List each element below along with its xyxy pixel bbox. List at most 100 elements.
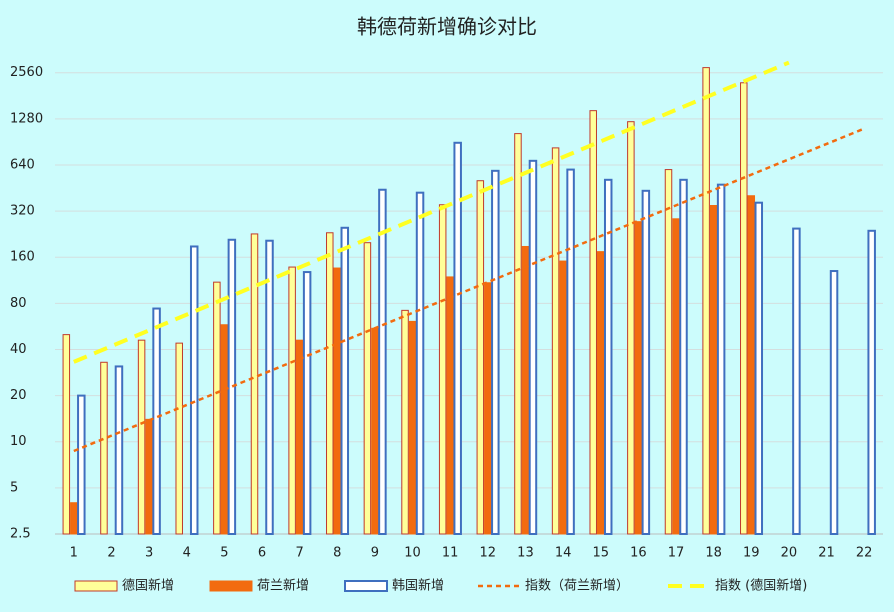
bar — [145, 418, 153, 535]
bar — [265, 239, 274, 535]
bar — [333, 267, 342, 535]
x-tick-label: 21 — [818, 546, 835, 561]
x-tick-label: 22 — [856, 546, 873, 561]
chart-title: 韩德荷新增确诊对比 — [357, 15, 537, 39]
x-tick-label: 9 — [371, 546, 379, 561]
bar — [829, 270, 839, 535]
x-tick-label: 1 — [70, 546, 78, 561]
x-tick-label: 7 — [295, 546, 303, 561]
bar — [415, 191, 425, 535]
bar — [114, 365, 124, 535]
bar — [559, 260, 567, 535]
x-tick-label: 18 — [705, 546, 722, 561]
bar — [302, 271, 312, 535]
x-tick-label: 8 — [333, 546, 341, 561]
bar — [62, 334, 71, 535]
bar — [152, 307, 161, 535]
legend-label: 指数 (德国新增) — [715, 578, 807, 594]
bar — [408, 320, 417, 535]
bar — [227, 238, 237, 535]
bar — [747, 195, 756, 535]
legend-swatch — [344, 580, 388, 592]
bar — [566, 168, 575, 535]
x-tick-label: 6 — [258, 546, 266, 561]
bar — [378, 188, 387, 535]
x-tick-label: 19 — [743, 546, 760, 561]
y-tick-label: 40 — [10, 342, 27, 357]
bar — [213, 281, 221, 535]
bar — [295, 339, 304, 535]
x-tick-label: 12 — [480, 546, 497, 561]
bar — [220, 324, 229, 535]
bar — [70, 502, 78, 535]
bar — [453, 141, 462, 536]
legend-label: 德国新增 — [122, 578, 174, 594]
bar — [792, 227, 801, 536]
y-tick-label: 160 — [10, 250, 35, 265]
bar — [446, 276, 454, 535]
bar — [596, 251, 605, 535]
x-tick-label: 10 — [404, 546, 421, 561]
x-tick-label: 13 — [517, 546, 534, 561]
bar — [716, 183, 726, 535]
bar — [551, 147, 560, 535]
x-tick-label: 16 — [630, 546, 647, 561]
y-tick-label: 2.5 — [10, 527, 31, 542]
bar — [589, 110, 597, 535]
bar — [100, 361, 108, 535]
bar — [250, 233, 259, 535]
x-tick-label: 11 — [442, 546, 459, 561]
y-tick-label: 2560 — [10, 65, 43, 80]
y-tick-label: 10 — [10, 434, 27, 449]
x-tick-label: 17 — [668, 546, 685, 561]
bar — [137, 339, 146, 535]
x-tick-label: 20 — [781, 546, 798, 561]
bar — [491, 169, 500, 535]
bar — [679, 178, 688, 536]
bar — [521, 245, 530, 535]
bar — [476, 180, 485, 535]
bar — [189, 245, 199, 535]
y-tick-label: 320 — [10, 204, 35, 219]
bar — [288, 266, 296, 535]
bar — [702, 67, 710, 535]
y-tick-label: 20 — [10, 388, 27, 403]
bar — [709, 205, 718, 535]
bar — [340, 226, 350, 535]
bar — [326, 232, 334, 535]
y-tick-label: 80 — [10, 296, 27, 311]
bar — [514, 133, 522, 535]
legend-swatch — [209, 580, 253, 592]
bar — [627, 121, 635, 535]
bar — [664, 169, 673, 535]
x-tick-label: 5 — [220, 546, 228, 561]
bar — [754, 201, 764, 535]
legend-label: 荷兰新增 — [257, 578, 309, 594]
trend-line — [73, 127, 865, 453]
bar — [634, 221, 643, 535]
x-tick-label: 14 — [555, 546, 572, 561]
legend-swatch — [74, 580, 118, 592]
x-tick-label: 4 — [183, 546, 191, 561]
bar — [641, 189, 651, 535]
bar — [740, 82, 748, 535]
bar — [77, 394, 86, 535]
trend-line — [73, 60, 790, 364]
y-tick-label: 5 — [10, 480, 18, 495]
legend-label: 指数（荷兰新增） — [525, 578, 629, 594]
bar — [175, 342, 183, 535]
bar — [371, 327, 379, 535]
legend-label: 韩国新增 — [392, 578, 444, 594]
bar — [867, 229, 876, 535]
bar — [603, 178, 613, 536]
bar — [363, 242, 372, 535]
y-tick-label: 1280 — [10, 111, 43, 126]
x-tick-label: 3 — [145, 546, 153, 561]
bar — [528, 159, 538, 535]
bar — [672, 218, 680, 535]
bar — [401, 309, 409, 535]
bar — [484, 282, 492, 535]
bar — [438, 204, 447, 535]
x-tick-label: 15 — [592, 546, 609, 561]
